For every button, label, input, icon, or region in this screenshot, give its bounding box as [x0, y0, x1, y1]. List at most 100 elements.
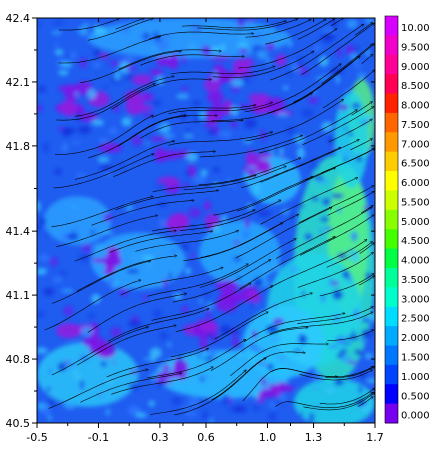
- streamline: [293, 44, 375, 103]
- field-speck: [337, 47, 342, 58]
- field-speck: [130, 254, 143, 260]
- field-speck: [87, 313, 95, 320]
- streamline: [276, 207, 372, 259]
- y-tick-label: 40.8: [6, 353, 31, 366]
- field-speck: [293, 349, 302, 353]
- field-patch: [245, 290, 261, 305]
- field-speck: [353, 64, 362, 69]
- field-speck: [221, 43, 226, 52]
- streamline: [170, 312, 268, 358]
- streamline: [80, 373, 181, 403]
- streamline: [303, 393, 374, 411]
- field-speck: [201, 45, 212, 57]
- streamline: [237, 168, 335, 212]
- streamlines: [44, 18, 375, 416]
- y-tick-label: 41.8: [6, 140, 31, 153]
- colorbar-swatch: [385, 132, 398, 153]
- field-speck: [43, 287, 55, 296]
- colorbar-label: 4.500: [401, 236, 430, 247]
- streamline: [214, 293, 312, 339]
- field-speck: [297, 351, 311, 362]
- field-speck: [260, 264, 269, 274]
- field-patch: [58, 84, 82, 93]
- streamline: [212, 51, 314, 78]
- streamline: [326, 242, 373, 268]
- field-speck: [145, 141, 150, 146]
- field-speck: [228, 395, 233, 404]
- field-speck: [221, 394, 230, 405]
- field-speck: [168, 271, 172, 282]
- field-speck: [257, 210, 271, 217]
- field-speck: [342, 270, 350, 279]
- streamline: [135, 231, 238, 252]
- streamline: [115, 190, 218, 211]
- field-speck: [364, 18, 375, 24]
- field-speck: [101, 230, 115, 235]
- field-speck: [301, 290, 306, 298]
- streamline: [354, 23, 372, 36]
- streamline: [56, 216, 157, 247]
- streamline: [327, 330, 373, 341]
- streamline: [168, 132, 273, 146]
- field-speck: [211, 108, 218, 112]
- colorbar-swatch: [385, 326, 398, 346]
- field-patch: [261, 387, 278, 399]
- field-speck: [347, 249, 357, 254]
- field-speck: [167, 342, 172, 347]
- field-speck: [53, 20, 64, 25]
- field-speck: [211, 45, 223, 53]
- colorbar-label: 6.000: [401, 178, 430, 189]
- colorbar-swatch: [385, 171, 398, 191]
- field-speck: [159, 332, 168, 340]
- field-speck: [89, 230, 97, 235]
- streamline: [199, 135, 303, 158]
- field-speck: [308, 165, 321, 170]
- streamline: [59, 19, 119, 31]
- field-speck: [50, 257, 58, 267]
- field-speck: [105, 408, 111, 417]
- streamline: [87, 294, 187, 333]
- field-speck: [147, 135, 152, 144]
- field-speck: [287, 39, 294, 48]
- field-speck: [75, 111, 82, 122]
- field-speck: [228, 298, 241, 304]
- colorbar-label: 9.000: [401, 62, 430, 73]
- field-speck: [142, 255, 155, 261]
- field-speck: [128, 319, 141, 328]
- field-speck: [363, 115, 375, 121]
- field-speck: [355, 311, 363, 323]
- colorbar-swatch: [385, 74, 398, 95]
- field-speck: [185, 170, 191, 176]
- field-speck: [120, 25, 131, 34]
- streamline: [265, 19, 326, 45]
- streamline: [299, 215, 374, 256]
- field-speck: [128, 382, 140, 391]
- streamline: [76, 256, 177, 292]
- streamline: [241, 148, 340, 188]
- streamline: [260, 140, 360, 183]
- field-speck: [319, 56, 329, 67]
- field-speck: [319, 228, 323, 235]
- streamline: [150, 370, 246, 415]
- field-speck: [367, 312, 375, 322]
- streamline: [149, 31, 253, 40]
- colorbar-swatch: [385, 229, 398, 250]
- field-speck: [78, 253, 92, 263]
- field-speck: [322, 28, 335, 35]
- streamline: [48, 370, 148, 409]
- field-speck: [236, 42, 249, 48]
- field-speck: [247, 165, 257, 170]
- field-speck: [298, 334, 308, 345]
- field-speck: [336, 207, 342, 214]
- field-speck: [311, 196, 320, 202]
- field-speck: [203, 356, 214, 361]
- field-speck: [237, 103, 250, 110]
- field-speck: [258, 384, 272, 390]
- field-speck: [108, 127, 119, 136]
- field-speck: [321, 293, 326, 303]
- heatmap-field: [37, 18, 375, 423]
- field-speck: [209, 417, 214, 423]
- x-tick-label: -0.1: [88, 431, 109, 444]
- colorbar-swatch: [385, 112, 398, 133]
- field-speck: [199, 110, 206, 120]
